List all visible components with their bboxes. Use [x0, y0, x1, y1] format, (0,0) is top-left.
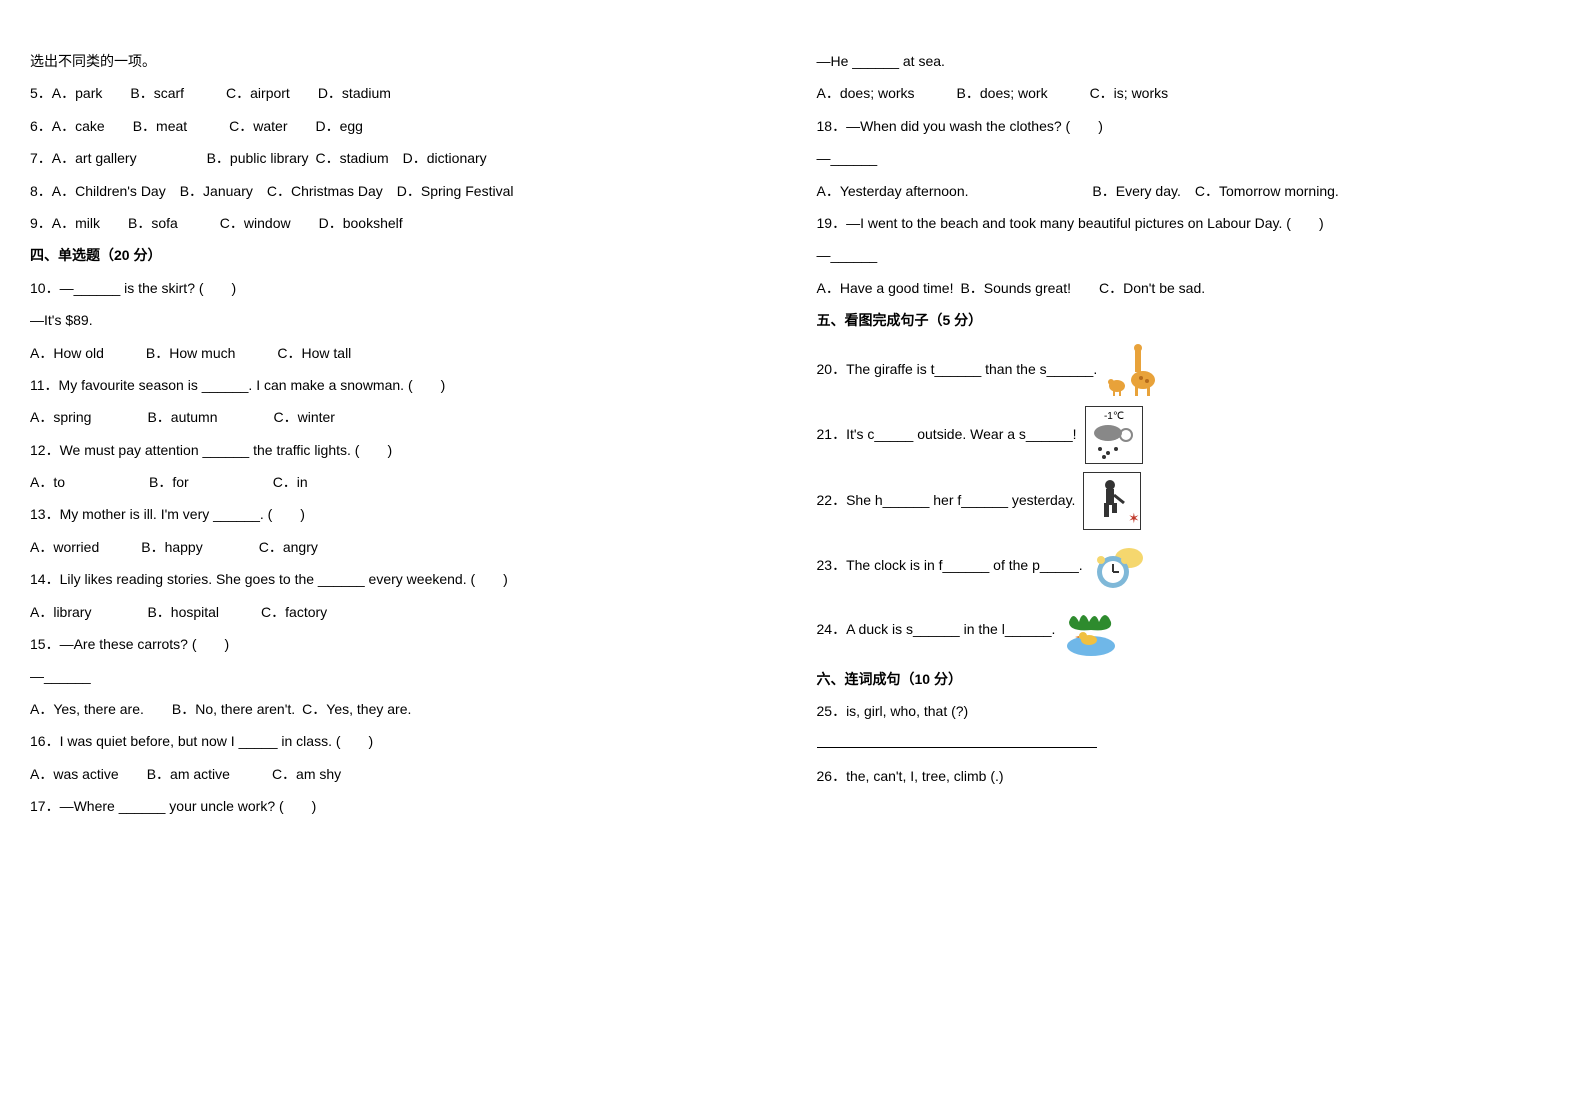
- q17-reply: —He ______ at sea.: [817, 50, 1554, 72]
- q18-optA: A．Yesterday afternoon.: [817, 180, 969, 202]
- section-5-heading: 五、看图完成句子（5 分）: [817, 309, 1554, 331]
- q18-options: A．Yesterday afternoon. B．Every day. C．To…: [817, 180, 1554, 202]
- intro-text: 选出不同类的一项。: [30, 50, 767, 72]
- q15-options: A．Yes, there are. B．No, there aren't. C．…: [30, 698, 767, 720]
- q10-stem: 10．—______ is the skirt? ( ): [30, 277, 767, 299]
- q9: 9．A．milk B．sofa C．window D．bookshelf: [30, 212, 767, 234]
- q23-row: 23．The clock is in f______ of the p_____…: [817, 538, 1554, 594]
- q21-text: 21．It's c_____ outside. Wear a s______!: [817, 423, 1077, 445]
- q26-text: 26．the, can't, I, tree, climb (.): [817, 765, 1554, 787]
- q10-options: A．How old B．How much C．How tall: [30, 342, 767, 364]
- q12-stem: 12．We must pay attention ______ the traf…: [30, 439, 767, 461]
- q19-reply: —______: [817, 244, 1554, 266]
- q16-options: A．was active B．am active C．am shy: [30, 763, 767, 785]
- q13-stem: 13．My mother is ill. I'm very ______. ( …: [30, 503, 767, 525]
- section-4-heading: 四、单选题（20 分）: [30, 244, 767, 266]
- q10-reply: —It's $89.: [30, 309, 767, 331]
- q17-stem: 17．—Where ______ your uncle work? ( ): [30, 795, 767, 817]
- right-column: —He ______ at sea. A．does; works B．does;…: [817, 40, 1554, 827]
- q23-text: 23．The clock is in f______ of the p_____…: [817, 554, 1083, 576]
- q11-options: A．spring B．autumn C．winter: [30, 406, 767, 428]
- q25-answer-blank: [817, 732, 1554, 754]
- q24-row: 24．A duck is s______ in the l______.: [817, 602, 1554, 658]
- q22-row: 22．She h______ her f______ yesterday. ✶: [817, 472, 1554, 530]
- q7: 7．A．art gallery B．public library C．stadi…: [30, 147, 767, 169]
- q20-text: 20．The giraffe is t______ than the s____…: [817, 358, 1098, 380]
- temp-label: -1℃: [1103, 411, 1123, 422]
- hurt-foot-icon: ✶: [1083, 472, 1141, 530]
- q16-stem: 16．I was quiet before, but now I _____ i…: [30, 730, 767, 752]
- giraffe-icon: [1105, 342, 1161, 398]
- q6: 6．A．cake B．meat C．water D．egg: [30, 115, 767, 137]
- q11-stem: 11．My favourite season is ______. I can …: [30, 374, 767, 396]
- q18-stem: 18．—When did you wash the clothes? ( ): [817, 115, 1554, 137]
- q18-optBC: B．Every day. C．Tomorrow morning.: [1092, 183, 1338, 199]
- q14-stem: 14．Lily likes reading stories. She goes …: [30, 568, 767, 590]
- q8: 8．A．Children's Day B．January C．Christmas…: [30, 180, 767, 202]
- duck-lake-icon: [1063, 602, 1119, 658]
- q20-row: 20．The giraffe is t______ than the s____…: [817, 342, 1554, 398]
- q15-stem: 15．—Are these carrots? ( ): [30, 633, 767, 655]
- q21-row: 21．It's c_____ outside. Wear a s______! …: [817, 406, 1554, 464]
- q14-options: A．library B．hospital C．factory: [30, 601, 767, 623]
- q22-text: 22．She h______ her f______ yesterday.: [817, 489, 1076, 511]
- q19-options: A．Have a good time! B．Sounds great! C．Do…: [817, 277, 1554, 299]
- q25-text: 25．is, girl, who, that (?): [817, 700, 1554, 722]
- q18-reply: —______: [817, 147, 1554, 169]
- q5: 5．A．park B．scarf C．airport D．stadium: [30, 82, 767, 104]
- left-column: 选出不同类的一项。 5．A．park B．scarf C．airport D．s…: [30, 40, 767, 827]
- q15-reply: —______: [30, 665, 767, 687]
- svg-text:✶: ✶: [1128, 510, 1140, 526]
- snow-icon: -1℃: [1085, 406, 1143, 464]
- q12-options: A．to B．for C．in: [30, 471, 767, 493]
- section-6-heading: 六、连词成句（10 分）: [817, 668, 1554, 690]
- q24-text: 24．A duck is s______ in the l______.: [817, 618, 1056, 640]
- q13-options: A．worried B．happy C．angry: [30, 536, 767, 558]
- q19-stem: 19．—I went to the beach and took many be…: [817, 212, 1554, 234]
- q17-options: A．does; works B．does; work C．is; works: [817, 82, 1554, 104]
- clock-icon: [1091, 538, 1147, 594]
